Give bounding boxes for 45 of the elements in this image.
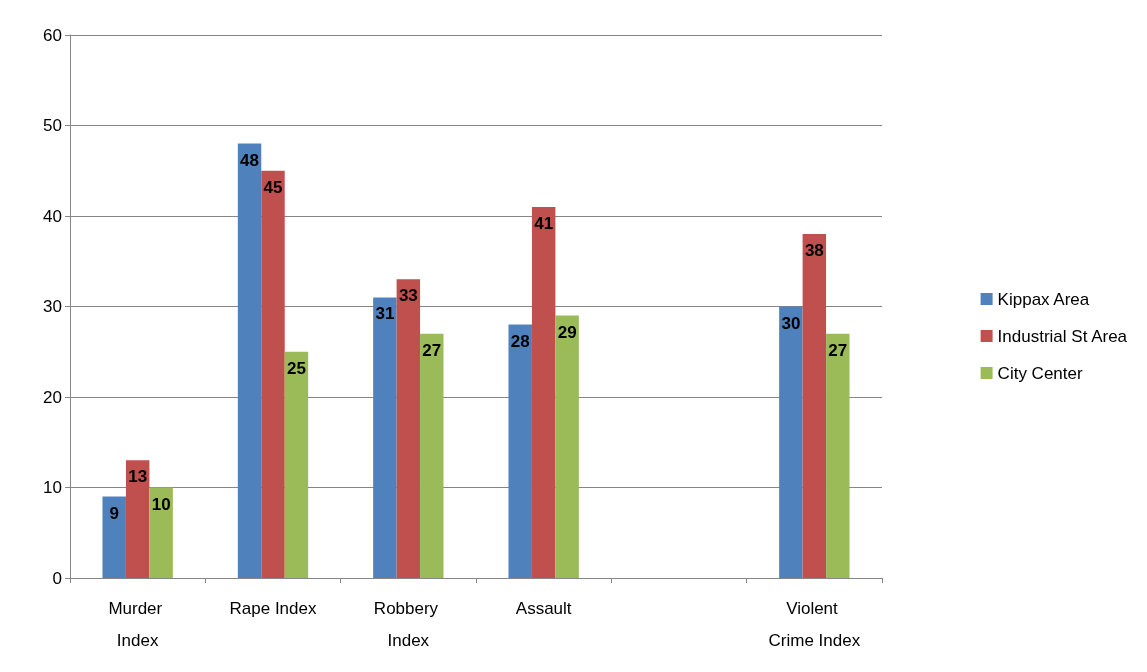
legend-label: Kippax Area xyxy=(997,289,1090,309)
bar xyxy=(149,487,173,578)
y-tick-label: 50 xyxy=(43,116,62,135)
data-label: 13 xyxy=(128,467,148,487)
legend-label: City Center xyxy=(997,363,1083,383)
bar xyxy=(508,324,532,578)
y-tick-label: 60 xyxy=(43,25,62,45)
data-label: 10 xyxy=(151,494,171,514)
data-label: 38 xyxy=(804,241,824,261)
bar xyxy=(102,496,126,578)
data-label: 41 xyxy=(534,213,554,233)
data-label: 33 xyxy=(398,286,418,306)
bar xyxy=(237,143,262,578)
data-label: 27 xyxy=(422,340,442,360)
bar xyxy=(802,234,827,578)
data-label: 28 xyxy=(510,331,530,351)
data-label: 9 xyxy=(109,503,119,523)
bar xyxy=(531,206,556,578)
bar xyxy=(826,333,850,578)
x-tick-label: Murder Index xyxy=(108,598,167,650)
data-label: 45 xyxy=(263,177,283,197)
x-tick-label: Robbery Index xyxy=(373,598,443,650)
data-label: 48 xyxy=(240,150,259,170)
bar xyxy=(420,333,444,578)
bar xyxy=(555,315,579,578)
bar xyxy=(779,306,803,578)
bar xyxy=(261,170,285,578)
bar xyxy=(396,279,421,578)
y-tick-label: 0 xyxy=(52,568,62,588)
y-tick-label: 40 xyxy=(43,206,62,226)
x-tick-label: Assault xyxy=(515,598,572,618)
bar xyxy=(284,351,309,578)
data-label: 31 xyxy=(375,304,395,324)
x-tick-label: Rape Index xyxy=(229,598,317,618)
bar xyxy=(373,297,397,578)
y-tick-label: 30 xyxy=(43,297,62,316)
y-tick-label: 10 xyxy=(43,478,62,497)
data-label: 29 xyxy=(557,322,577,342)
data-label: 30 xyxy=(781,313,801,333)
y-tick-label: 20 xyxy=(43,387,62,407)
data-label: 25 xyxy=(287,358,306,378)
legend-label: Industrial St Area xyxy=(997,326,1128,346)
x-tick-label: Violent Crime Index xyxy=(768,598,861,650)
bar xyxy=(125,460,150,578)
data-label: 27 xyxy=(828,340,848,360)
